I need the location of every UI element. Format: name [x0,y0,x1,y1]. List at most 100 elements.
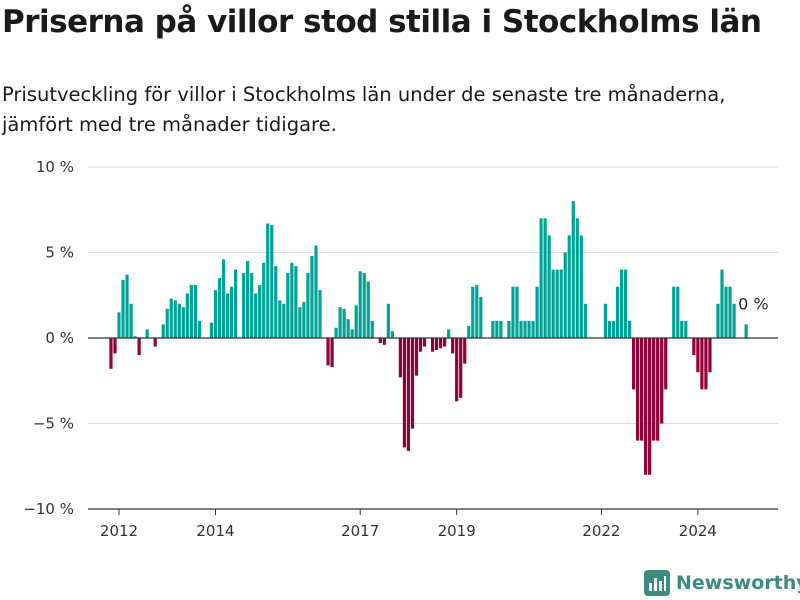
bar [278,300,282,338]
bar [386,303,390,338]
bar [732,303,736,338]
bar [137,338,141,356]
bar [640,338,644,441]
bar [463,338,467,364]
bar [519,320,523,338]
bar [410,338,415,429]
bar [447,329,451,338]
bar [346,319,350,338]
bar [390,331,394,338]
bar [676,286,680,338]
bar [635,338,640,441]
bar [471,286,475,338]
bar [109,338,113,369]
bar [145,329,149,338]
bar [543,218,547,338]
bar [559,269,563,338]
bar [125,274,129,338]
bar [406,338,411,451]
bar [551,269,555,338]
bar [189,284,193,338]
bar [611,320,616,338]
bar [246,261,250,338]
bar [623,269,628,338]
bar [354,305,358,338]
bar [491,320,495,338]
bar [692,338,696,356]
bar [217,278,222,338]
bar [366,281,370,338]
bar [294,266,298,338]
bar [455,338,459,402]
bar [258,284,262,338]
bar [229,286,234,338]
bar [310,255,314,338]
bar [382,338,386,345]
bar [197,320,201,338]
bar [121,279,125,338]
bar [338,307,342,338]
bar [113,338,117,354]
bar [724,286,728,338]
bar [656,338,660,441]
newsworthy-brand: Newsworthy [644,570,800,596]
bar [225,293,230,338]
bar [728,286,732,338]
bar [193,284,197,338]
bar [129,303,133,338]
bar [603,303,608,338]
bar [467,326,471,338]
bar [684,320,688,338]
bar [716,303,720,338]
bar [430,338,435,352]
bar [398,338,402,378]
bar [571,201,575,338]
bar [479,296,483,338]
bar [318,290,322,338]
bar [567,235,571,338]
bar [181,307,185,338]
bar [511,286,515,338]
y-tick-label: −5 % [33,415,74,433]
bar [539,218,543,338]
bar [326,338,330,366]
bar [270,225,274,338]
bar [547,235,551,338]
bar [173,300,177,338]
bar [644,338,648,475]
bar [370,320,374,338]
bar [672,286,676,338]
x-tick-label: 2022 [582,522,620,540]
bar [615,286,620,338]
chart-title: Priserna på villor stod stilla i Stockho… [2,4,762,40]
bar [330,338,334,368]
bar [117,312,121,338]
bar [274,266,278,338]
bar [262,262,266,338]
bar [334,327,338,338]
bar [282,303,286,338]
bar [290,262,294,338]
bar [459,338,463,398]
bar [451,338,455,354]
bar [652,338,656,441]
bar [350,329,354,338]
bar [422,338,427,347]
bar [434,338,439,350]
x-axis-ticks: 2012 2014 2017 2019 2022 2024 [100,509,717,540]
bar [704,338,708,390]
last-value-annotation: 0 % [738,294,768,313]
bar [443,338,447,347]
bar [531,320,535,338]
bar [680,320,684,338]
bar [664,338,668,390]
y-tick-label: 10 % [36,158,74,176]
bar [358,271,362,338]
bar [708,338,712,373]
bars [109,201,748,475]
bar [523,320,527,338]
bar [153,338,157,347]
bar [527,320,531,338]
x-tick-label: 2024 [679,522,717,540]
